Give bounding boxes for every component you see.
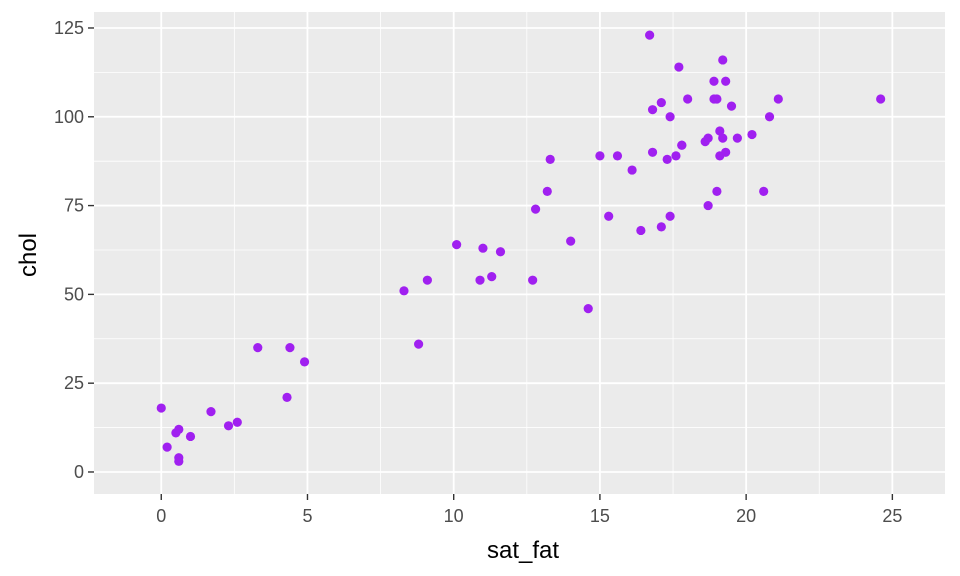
data-point — [612, 151, 623, 161]
data-point — [285, 343, 295, 353]
data-point — [282, 392, 292, 402]
x-tick-label: 15 — [590, 506, 610, 526]
x-axis-title: sat_fat — [487, 537, 559, 564]
data-point — [645, 30, 655, 40]
data-point — [718, 133, 728, 143]
data-point — [223, 421, 234, 431]
data-point — [671, 151, 681, 161]
x-tick-label: 0 — [156, 506, 166, 526]
data-point — [478, 243, 488, 253]
y-tick-label: 50 — [64, 284, 84, 304]
data-point — [674, 62, 684, 72]
y-axis-title: chol — [15, 233, 42, 277]
y-tick-label: 125 — [54, 18, 84, 38]
data-point — [715, 126, 725, 136]
y-tick-label: 0 — [74, 462, 84, 482]
grid-minor — [94, 12, 945, 494]
data-point — [604, 211, 614, 221]
x-tick-label: 5 — [302, 506, 312, 526]
data-point — [232, 417, 242, 427]
data-point — [709, 76, 719, 86]
data-point — [545, 154, 555, 165]
data-point — [253, 343, 263, 353]
data-point — [665, 112, 675, 122]
data-point — [627, 165, 637, 175]
x-tick-label: 10 — [444, 506, 464, 526]
data-point — [206, 406, 216, 417]
data-point — [721, 76, 731, 86]
data-point — [542, 186, 552, 196]
data-point — [185, 431, 196, 442]
data-point — [487, 272, 497, 282]
data-point — [422, 275, 432, 285]
data-point — [528, 275, 538, 285]
data-point — [726, 101, 737, 111]
data-point — [665, 211, 675, 221]
data-point — [712, 94, 722, 104]
data-point — [759, 186, 769, 196]
data-point — [656, 222, 666, 232]
data-point — [414, 339, 424, 349]
data-point — [647, 105, 658, 115]
data-point — [156, 403, 166, 413]
data-point — [647, 147, 658, 157]
data-point — [583, 303, 593, 314]
data-point — [636, 225, 646, 236]
y-tick-label: 100 — [54, 107, 84, 127]
y-tick-label: 75 — [64, 196, 84, 216]
x-axis-ticks: 0 5 10 15 20 25 — [156, 494, 902, 526]
data-point — [718, 55, 728, 65]
data-points — [156, 30, 886, 466]
data-point — [475, 275, 485, 285]
data-point — [677, 140, 687, 150]
data-point — [656, 97, 666, 108]
data-point — [703, 133, 713, 143]
data-point — [452, 240, 462, 250]
data-point — [683, 94, 693, 104]
data-point — [773, 94, 783, 104]
data-point — [721, 147, 731, 157]
data-point — [703, 200, 713, 211]
y-axis-ticks: 0 25 50 75 100 125 — [54, 18, 94, 482]
x-tick-label: 25 — [882, 506, 902, 526]
data-point — [732, 133, 742, 143]
data-point — [174, 424, 184, 434]
grid-major — [94, 12, 945, 494]
data-point — [566, 236, 576, 246]
data-point — [662, 154, 672, 165]
data-point — [764, 112, 775, 122]
data-point — [876, 94, 886, 104]
plot-panel — [94, 12, 945, 494]
data-point — [595, 151, 605, 161]
x-tick-label: 20 — [736, 506, 756, 526]
data-point — [399, 286, 409, 296]
y-tick-label: 25 — [64, 373, 84, 393]
data-point — [747, 129, 757, 140]
data-point — [174, 453, 184, 463]
data-point — [162, 442, 172, 452]
data-point — [495, 247, 506, 257]
data-point — [530, 204, 541, 214]
data-point — [299, 357, 310, 367]
data-point — [712, 186, 722, 196]
